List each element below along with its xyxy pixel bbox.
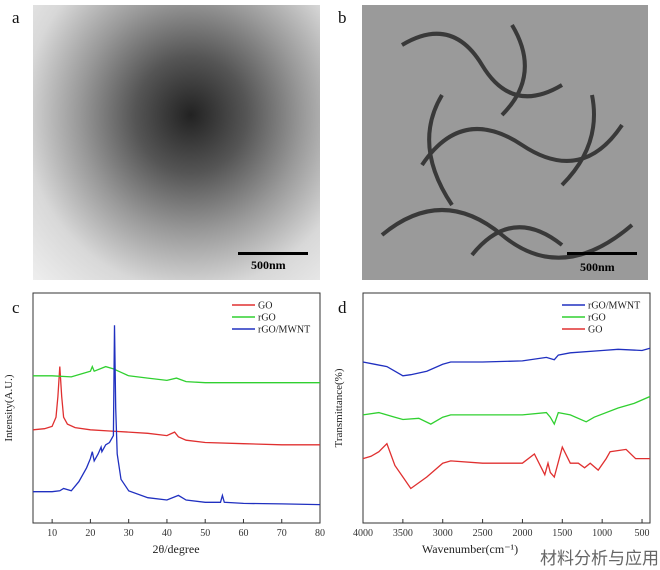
x-tick-label: 60 xyxy=(238,528,248,539)
series-line-rgo-mwnt xyxy=(33,325,321,506)
x-tick-label: 10 xyxy=(47,528,57,539)
plot-frame xyxy=(362,292,651,524)
x-tick-label: 30 xyxy=(124,528,134,539)
x-tick-label: 70 xyxy=(277,528,287,539)
y-axis-label: Intensity(A.U.) xyxy=(3,374,15,442)
legend-label: rGO/MWNT xyxy=(258,325,310,336)
panel-label-b: b xyxy=(338,8,347,27)
series-line-rgo xyxy=(33,364,320,384)
watermark: 材料分析与应用 xyxy=(540,549,659,569)
x-tick-label: 3500 xyxy=(393,528,413,539)
legend-label: rGO xyxy=(588,313,606,324)
x-tick-label: 80 xyxy=(315,528,325,539)
series-line-go xyxy=(362,442,650,490)
panel-label-a: a xyxy=(12,8,20,27)
xrd-chart: 10 20 30 40 50 60 70 80 2θ/degree Intensity(A.U.)… xyxy=(3,292,325,556)
scale-bar-label: 500nm xyxy=(251,258,286,272)
y-axis-label: Transmittance(%) xyxy=(333,368,345,447)
series-line-go xyxy=(32,366,320,446)
scale-bar-label: 500nm xyxy=(580,260,615,274)
x-axis-label: 2θ/degree xyxy=(152,542,199,556)
nanotube-network xyxy=(380,23,634,260)
scale-bar xyxy=(238,252,308,255)
x-tick-label: 4000 xyxy=(353,528,373,539)
legend-label: rGO xyxy=(258,313,276,324)
tem-image-a: 500nm xyxy=(33,5,320,280)
panel-label-c: c xyxy=(12,298,20,317)
legend-label: rGO/MWNT xyxy=(588,301,640,312)
x-tick-label: 20 xyxy=(85,528,95,539)
tem-image-b: 500nm xyxy=(362,5,648,280)
series-line-rgo-mwnt xyxy=(362,347,651,377)
plot-frame xyxy=(32,292,321,524)
legend-label: GO xyxy=(588,325,602,336)
x-tick-label: 40 xyxy=(162,528,172,539)
x-tick-label: 500 xyxy=(635,528,650,539)
legend-label: GO xyxy=(258,301,272,312)
x-tick-label: 2000 xyxy=(512,528,532,539)
scale-bar xyxy=(567,252,637,255)
x-tick-label: 50 xyxy=(200,528,210,539)
x-tick-label: 1500 xyxy=(552,528,572,539)
x-tick-label: 1000 xyxy=(592,528,612,539)
x-tick-label: 2500 xyxy=(473,528,493,539)
ftir-chart: 4000 3500 3000 2500 2000 1500 1000 500 Wavenumbe… xyxy=(333,292,651,556)
series-line-rgo xyxy=(362,395,651,426)
x-axis-label: Wavenumber(cm⁻¹) xyxy=(422,542,518,556)
panel-label-d: d xyxy=(338,298,347,317)
x-tick-label: 3000 xyxy=(433,528,453,539)
